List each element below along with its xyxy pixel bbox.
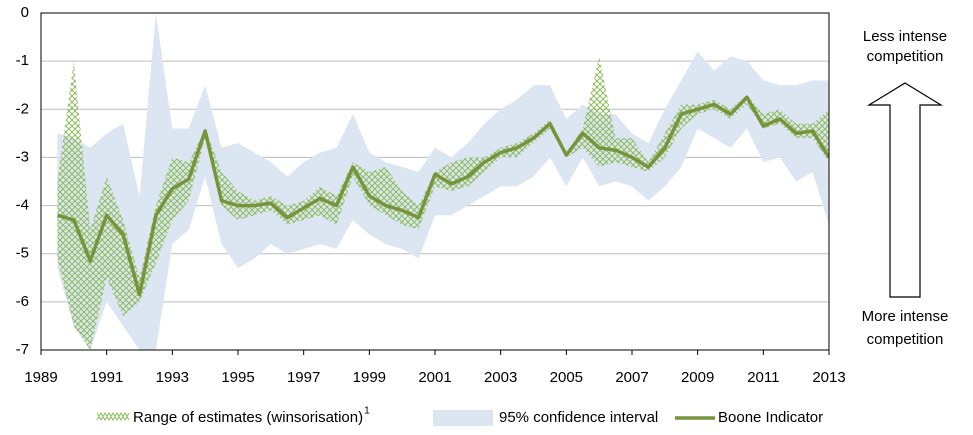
line bbox=[56, 95, 829, 297]
arrow bbox=[866, 82, 944, 298]
x-tick-label: 2003 bbox=[484, 369, 517, 386]
x-tick-label: 1993 bbox=[156, 369, 189, 386]
lines bbox=[56, 95, 829, 297]
x-tick-label: 1995 bbox=[221, 369, 254, 386]
legend-note: 1 bbox=[364, 406, 370, 417]
legend-swatch bbox=[433, 410, 493, 426]
x-tick-label: 2013 bbox=[812, 369, 845, 386]
x-tick-label: 2005 bbox=[550, 369, 583, 386]
legend-label: Range of estimates (winsorisation) bbox=[133, 409, 363, 426]
x-tick-label: 2007 bbox=[615, 369, 648, 386]
plot-frame bbox=[40, 12, 830, 351]
y-tick-label: -7 bbox=[16, 341, 29, 358]
x-tick-label: 2001 bbox=[418, 369, 451, 386]
annotation: competition bbox=[867, 48, 944, 65]
annotation: competition bbox=[867, 331, 944, 348]
x-tick-label: 1991 bbox=[90, 369, 123, 386]
x-tick-label: 2011 bbox=[747, 369, 779, 386]
x-tick-label: 2009 bbox=[681, 369, 714, 386]
y-tick-label: -3 bbox=[16, 148, 29, 165]
bands bbox=[57, 13, 829, 350]
y-tick-label: -4 bbox=[16, 197, 29, 214]
y-tick-label: -5 bbox=[16, 245, 29, 262]
y-tick-label: -2 bbox=[16, 100, 29, 117]
legend-swatch bbox=[96, 411, 130, 422]
y-tick-label: 0 bbox=[21, 4, 29, 21]
x-tick-label: 1999 bbox=[353, 369, 386, 386]
legend-label: Boone Indicator bbox=[718, 409, 823, 426]
x-tick-label: 1997 bbox=[287, 369, 320, 386]
annotation: More intense bbox=[862, 308, 949, 325]
legend-label: 95% confidence interval bbox=[499, 409, 658, 426]
y-tick-label: -1 bbox=[16, 52, 29, 69]
y-tick-label: -6 bbox=[16, 293, 29, 310]
annotation: Less intense bbox=[863, 28, 947, 45]
x-tick-label: 1989 bbox=[24, 369, 57, 386]
